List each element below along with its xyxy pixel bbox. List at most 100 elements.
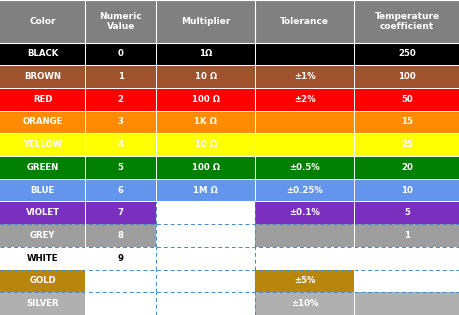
Text: 50: 50 — [400, 95, 412, 104]
Text: 10 Ω: 10 Ω — [194, 140, 217, 149]
Text: ±0.5%: ±0.5% — [289, 163, 319, 172]
Bar — [353, 111, 459, 133]
Text: 3: 3 — [118, 117, 123, 127]
Bar — [353, 292, 459, 315]
Text: 4: 4 — [118, 140, 123, 149]
Bar — [156, 202, 255, 224]
Text: BROWN: BROWN — [24, 72, 61, 81]
Bar — [156, 0, 255, 43]
Text: BLUE: BLUE — [30, 186, 55, 195]
Bar — [85, 156, 156, 179]
Bar — [156, 133, 255, 156]
Bar — [353, 179, 459, 202]
Text: 20: 20 — [400, 163, 412, 172]
Text: 10: 10 — [400, 186, 412, 195]
Bar — [0, 202, 85, 224]
Text: 100 Ω: 100 Ω — [191, 95, 219, 104]
Text: Numeric
Value: Numeric Value — [99, 12, 142, 31]
Bar — [255, 65, 353, 88]
Text: YELLOW: YELLOW — [23, 140, 62, 149]
Text: BLACK: BLACK — [27, 49, 58, 58]
Bar — [353, 88, 459, 111]
Bar — [156, 88, 255, 111]
Bar — [255, 270, 353, 292]
Text: 1M Ω: 1M Ω — [193, 186, 218, 195]
Text: 100 Ω: 100 Ω — [191, 163, 219, 172]
Bar — [353, 65, 459, 88]
Text: 1K Ω: 1K Ω — [194, 117, 217, 127]
Text: ±2%: ±2% — [293, 95, 315, 104]
Bar — [353, 156, 459, 179]
Bar — [156, 156, 255, 179]
Text: 1Ω: 1Ω — [199, 49, 212, 58]
Text: Color: Color — [29, 17, 56, 26]
Text: ±1%: ±1% — [293, 72, 315, 81]
Text: ±0.25%: ±0.25% — [286, 186, 322, 195]
Text: 5: 5 — [118, 163, 123, 172]
Text: 9: 9 — [118, 254, 123, 263]
Bar — [156, 247, 255, 270]
Bar — [156, 224, 255, 247]
Bar — [85, 247, 156, 270]
Bar — [0, 247, 85, 270]
Bar — [255, 247, 353, 270]
Text: 25: 25 — [400, 140, 412, 149]
Bar — [156, 179, 255, 202]
Bar — [85, 111, 156, 133]
Text: SILVER: SILVER — [26, 299, 59, 308]
Bar — [85, 292, 156, 315]
Bar — [353, 224, 459, 247]
Text: 0: 0 — [118, 49, 123, 58]
Text: GREEN: GREEN — [26, 163, 59, 172]
Bar — [85, 202, 156, 224]
Bar — [0, 43, 85, 65]
Text: Temperature
coefficient: Temperature coefficient — [374, 12, 439, 31]
Text: 2: 2 — [118, 95, 123, 104]
Bar — [85, 133, 156, 156]
Text: ±0.1%: ±0.1% — [289, 208, 319, 217]
Text: GOLD: GOLD — [29, 277, 56, 285]
Text: GREY: GREY — [30, 231, 55, 240]
Bar — [0, 111, 85, 133]
Text: RED: RED — [33, 95, 52, 104]
Bar — [255, 111, 353, 133]
Text: 7: 7 — [118, 208, 123, 217]
Text: VIOLET: VIOLET — [25, 208, 60, 217]
Text: 5: 5 — [403, 208, 409, 217]
Bar — [85, 0, 156, 43]
Bar — [85, 224, 156, 247]
Bar — [255, 179, 353, 202]
Bar — [255, 156, 353, 179]
Bar — [0, 88, 85, 111]
Bar — [353, 133, 459, 156]
Bar — [0, 156, 85, 179]
Text: 15: 15 — [400, 117, 412, 127]
Text: 6: 6 — [118, 186, 123, 195]
Text: WHITE: WHITE — [27, 254, 58, 263]
Bar — [353, 202, 459, 224]
Bar — [353, 247, 459, 270]
Bar — [255, 292, 353, 315]
Text: ±5%: ±5% — [293, 277, 315, 285]
Bar — [353, 270, 459, 292]
Bar — [353, 0, 459, 43]
Text: Tolerance: Tolerance — [280, 17, 329, 26]
Text: ORANGE: ORANGE — [22, 117, 62, 127]
Bar — [156, 270, 255, 292]
Bar — [255, 88, 353, 111]
Text: 8: 8 — [118, 231, 123, 240]
Bar — [0, 133, 85, 156]
Bar — [0, 292, 85, 315]
Bar — [85, 270, 156, 292]
Bar — [0, 179, 85, 202]
Bar — [255, 133, 353, 156]
Text: ±10%: ±10% — [291, 299, 318, 308]
Bar — [85, 43, 156, 65]
Text: 100: 100 — [397, 72, 415, 81]
Text: 1: 1 — [118, 72, 123, 81]
Bar — [255, 0, 353, 43]
Bar — [156, 292, 255, 315]
Bar — [156, 65, 255, 88]
Bar — [85, 88, 156, 111]
Text: 10 Ω: 10 Ω — [194, 72, 217, 81]
